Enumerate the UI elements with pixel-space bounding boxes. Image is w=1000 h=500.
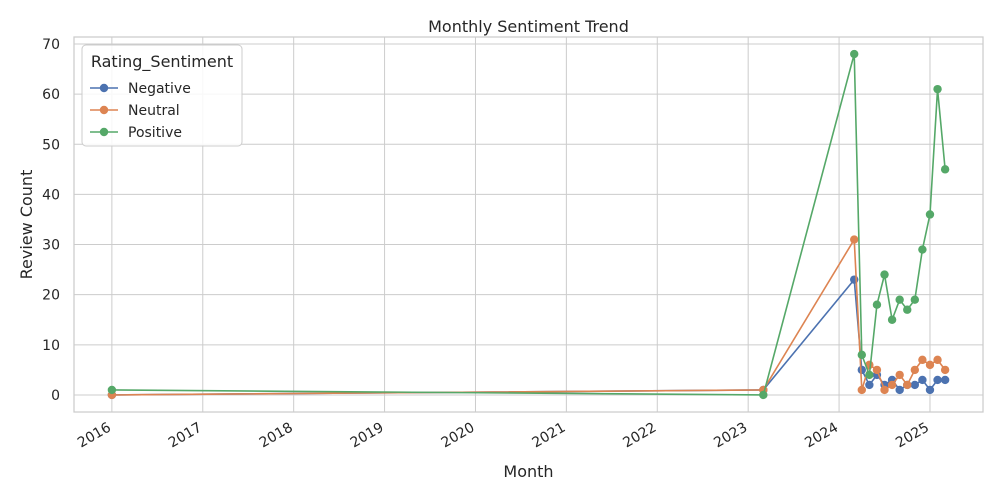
data-point-positive [925, 210, 935, 219]
data-point-positive [887, 315, 897, 324]
legend-marker-positive [99, 127, 109, 137]
data-point-negative [940, 375, 950, 385]
data-point-negative [895, 385, 904, 395]
data-point-neutral [850, 235, 859, 244]
data-point-neutral [910, 365, 920, 375]
legend-label-positive: Positive [128, 125, 182, 141]
plot-frame [73, 36, 984, 413]
y-tick-label: 10 [42, 338, 60, 354]
y-tick-label: 60 [42, 87, 60, 103]
data-point-positive [759, 390, 768, 400]
data-point-negative [865, 380, 874, 390]
data-point-positive [857, 350, 866, 360]
data-point-positive [910, 295, 920, 304]
data-point-positive [872, 300, 882, 309]
y-axis-label: Review Count [17, 170, 36, 280]
data-point-neutral [857, 385, 866, 395]
data-point-negative [933, 375, 942, 385]
legend-label-negative: Negative [128, 81, 191, 97]
data-point-neutral [903, 380, 912, 390]
y-tick-labels: 0 10 20 30 40 50 60 70 [42, 37, 60, 404]
data-point-positive [865, 370, 874, 380]
legend-items: Negative Neutral Positive [90, 81, 191, 141]
y-tick-label: 50 [42, 137, 60, 153]
data-point-positive [903, 305, 912, 314]
data-point-neutral [925, 360, 935, 370]
data-point-positive [107, 385, 117, 395]
chart-title: Monthly Sentiment Trend [428, 17, 629, 36]
data-point-neutral [887, 380, 897, 390]
legend-marker-negative [99, 83, 109, 93]
y-tick-label: 20 [42, 288, 60, 304]
data-point-positive [880, 270, 889, 279]
data-point-neutral [895, 370, 904, 380]
series-lines [107, 49, 950, 400]
data-point-negative [925, 385, 935, 395]
legend-title: Rating_Sentiment [91, 52, 233, 72]
data-point-neutral [872, 365, 882, 375]
data-point-negative [857, 365, 866, 375]
data-point-neutral [880, 385, 889, 395]
y-tick-label: 0 [51, 388, 60, 404]
legend-box [81, 44, 243, 147]
y-tick-label: 70 [42, 37, 60, 53]
data-point-positive [895, 295, 904, 304]
legend-label-neutral: Neutral [128, 103, 180, 119]
data-point-neutral [933, 355, 942, 365]
data-point-negative [910, 380, 920, 390]
series-positive [107, 49, 950, 400]
y-tick-label: 30 [42, 238, 60, 254]
data-point-positive [940, 165, 950, 174]
y-tick-label: 40 [42, 187, 60, 203]
legend-marker-neutral [99, 105, 109, 115]
data-point-positive [933, 84, 942, 94]
data-point-positive [850, 49, 859, 59]
data-point-positive [918, 245, 927, 254]
data-point-neutral [940, 365, 950, 375]
data-point-neutral [918, 355, 927, 365]
legend: Rating_Sentiment Negative Neutral Positive [81, 44, 243, 147]
x-axis-label: Month [503, 462, 553, 481]
data-point-negative [918, 375, 927, 385]
